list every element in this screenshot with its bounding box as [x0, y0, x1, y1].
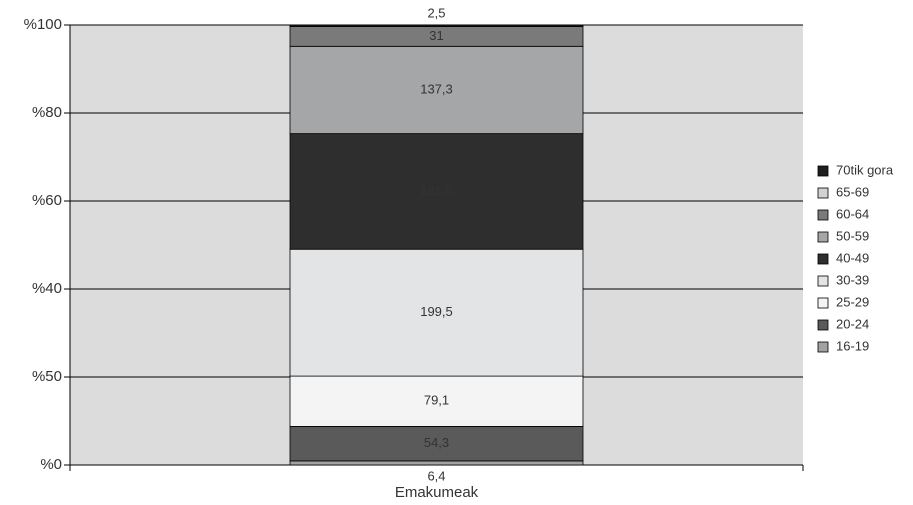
legend-label: 70tik gora	[836, 162, 894, 177]
data-label: 137,3	[420, 81, 453, 96]
legend-swatch	[817, 297, 829, 309]
y-tick-label: %40	[32, 280, 62, 297]
data-label: 54,3	[424, 435, 449, 450]
y-tick-label: %80	[32, 104, 62, 121]
y-tick-label: %50	[32, 368, 62, 385]
legend-label: 25-29	[836, 294, 869, 309]
legend-swatch	[817, 165, 829, 177]
legend-label: 16-19	[836, 338, 869, 353]
bar-segment	[289, 45, 584, 135]
legend-swatch	[817, 341, 829, 353]
legend-label: 30-39	[836, 272, 869, 287]
bar-segment	[289, 24, 584, 27]
legend-swatch	[817, 253, 829, 265]
data-label: 181,8	[420, 183, 453, 198]
data-label: 2,5	[427, 5, 445, 20]
bar-segment	[289, 248, 584, 377]
y-tick-label: %60	[32, 192, 62, 209]
legend-label: 60-64	[836, 206, 869, 221]
data-label: 199,5	[420, 304, 453, 319]
data-label: 31	[429, 28, 443, 43]
legend-swatch	[817, 209, 829, 221]
data-label: 6,4	[427, 468, 445, 483]
bar-segment	[289, 460, 584, 466]
legend-label: 50-59	[836, 228, 869, 243]
legend-label: 40-49	[836, 250, 869, 265]
legend-swatch	[817, 275, 829, 287]
data-label: 79,1	[424, 393, 449, 408]
y-tick-label: %100	[24, 16, 62, 33]
legend-label: 20-24	[836, 316, 869, 331]
legend-swatch	[817, 231, 829, 243]
bar-segment	[289, 375, 584, 427]
legend-label: 65-69	[836, 184, 869, 199]
bar-segment	[289, 133, 584, 250]
y-tick-label: %0	[40, 456, 62, 473]
legend-swatch	[817, 319, 829, 331]
x-tick-label: Emakumeak	[395, 484, 479, 501]
legend-swatch	[817, 187, 829, 199]
